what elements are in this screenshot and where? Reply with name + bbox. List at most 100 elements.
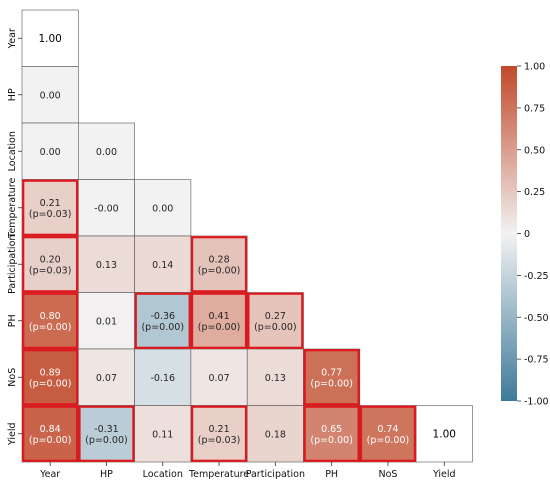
cell-value-label: 0.13 [265,373,286,384]
cell-value-label: 0.00 [40,147,61,158]
cell-value-label: 0.41 [208,311,229,322]
x-tick-label: NoS [378,469,397,480]
colorbar-gradient [501,66,517,401]
cell-pvalue-label: (p=0.00) [310,378,353,389]
colorbar-tick-label: 1.00 [524,62,545,73]
heatmap-cell-ph-location [134,292,192,350]
cell-value-label: 0.28 [208,254,229,265]
heatmap-cell-ph-temperature [190,292,248,350]
cell-value-label: 0.77 [321,367,342,378]
heatmap-cell-nos-year [21,348,79,406]
heatmap-cell-year-year [21,9,79,67]
cell-value-label: 0.00 [152,203,173,214]
y-tick-label: Year [7,28,18,49]
heatmap-cell-hp-year [21,66,79,124]
heatmap-cell-nos-ph [303,348,361,406]
cell-labels: 1.000.000.00 0.000.21(p=0.03) -0.00 0.000.2… [29,33,456,446]
significance-box [134,292,191,349]
cell-value-label: 0.80 [40,311,61,322]
y-tick-label: PH [7,314,18,327]
heatmap-cell-temperature-hp [78,179,135,237]
significance-box [22,179,79,236]
cell-value-label: -0.31 [94,424,119,435]
heatmap-cells [21,9,473,463]
significance-box [191,236,248,293]
cell-value-label: 0.21 [40,198,61,209]
cell-value-label: 0.00 [96,147,117,158]
cell-pvalue-label: (p=0.00) [198,265,241,276]
significance-box [22,292,79,349]
heatmap-cell-location-year [21,122,79,180]
x-tick-label: Yield [432,469,456,480]
significance-box [78,405,135,462]
cell-value-label: 0.89 [40,367,61,378]
heatmap-cell-nos-temperature [190,348,248,406]
cell-pvalue-label: (p=0.00) [254,322,297,333]
x-tick-label: Year [39,469,60,480]
heatmap-cell-temperature-year [21,179,79,237]
cell-value-label: 0.84 [40,424,61,435]
cell-value-label: 0.07 [96,373,117,384]
cell-value-label: 0.13 [96,260,117,271]
cell-value-label: 0.11 [152,429,173,440]
cell-pvalue-label: (p=0.00) [310,435,353,446]
significance-box [191,405,248,462]
significance-highlights [22,179,417,462]
colorbar-tick-label: 0 [524,229,530,240]
heatmap-cell-nos-location [134,348,192,406]
cell-pvalue-label: (p=0.03) [198,435,241,446]
cell-value-label: 0.27 [265,311,286,322]
cell-pvalue-label: (p=0.00) [85,435,128,446]
cell-value-label: 1.00 [38,33,61,45]
cell-pvalue-label: (p=0.00) [29,322,72,333]
heatmap-cell-ph-hp [78,292,135,350]
x-tick-label: Participation [246,469,305,480]
significance-box [22,405,79,462]
heatmap-cell-ph-year [21,292,79,350]
cell-pvalue-label: (p=0.00) [141,322,184,333]
x-tick-label: Location [143,469,183,480]
cell-value-label: 0.21 [208,424,229,435]
significance-box [22,236,79,293]
heatmap-cell-participation-location [134,235,192,293]
cell-pvalue-label: (p=0.00) [29,378,72,389]
heatmap-cell-nos-hp [78,348,135,406]
cell-pvalue-label: (p=0.03) [29,209,72,220]
heatmap-cell-yield-yield [415,405,473,463]
heatmap-cell-location-hp [78,122,135,180]
cell-value-label: 0.01 [96,316,117,327]
colorbar-tick-label: 0.75 [524,103,545,114]
y-tick-label: Participation [7,235,18,294]
significance-box [303,405,360,462]
cell-value-label: 0.07 [208,373,229,384]
y-tick-label: Location [7,131,18,171]
heatmap-cell-yield-participation [246,405,304,463]
colorbar-tick-label: -0.25 [524,271,549,282]
heatmap-cell-yield-location [134,405,192,463]
significance-box [22,349,79,406]
x-tick-label: Temperature [188,469,249,480]
colorbar-tick-label: 0.25 [524,187,545,198]
significance-box [191,292,248,349]
significance-box [359,405,417,462]
cell-value-label: 1.00 [433,428,456,440]
cell-value-label: 0.14 [152,260,173,271]
cell-pvalue-label: (p=0.00) [367,435,410,446]
colorbar: 1.00 0.75 0.50 0.25 0 -0.25 -0.50 -0.75 -1.00 [501,62,549,408]
heatmap-cell-nos-participation [246,348,304,406]
cell-value-label: 0.74 [377,424,398,435]
cell-value-label: -0.00 [94,203,119,214]
y-tick-label: NoS [7,368,18,387]
x-tick-label: PH [325,469,338,480]
y-tick-label: HP [7,88,18,101]
heatmap-cell-ph-participation [246,292,304,350]
cell-value-label: 0.18 [265,429,286,440]
cell-value-label: -0.36 [150,311,175,322]
significance-box [247,292,304,349]
significance-box [303,349,360,406]
heatmap-cell-yield-nos [359,405,417,463]
x-tick-label: HP [100,469,113,480]
